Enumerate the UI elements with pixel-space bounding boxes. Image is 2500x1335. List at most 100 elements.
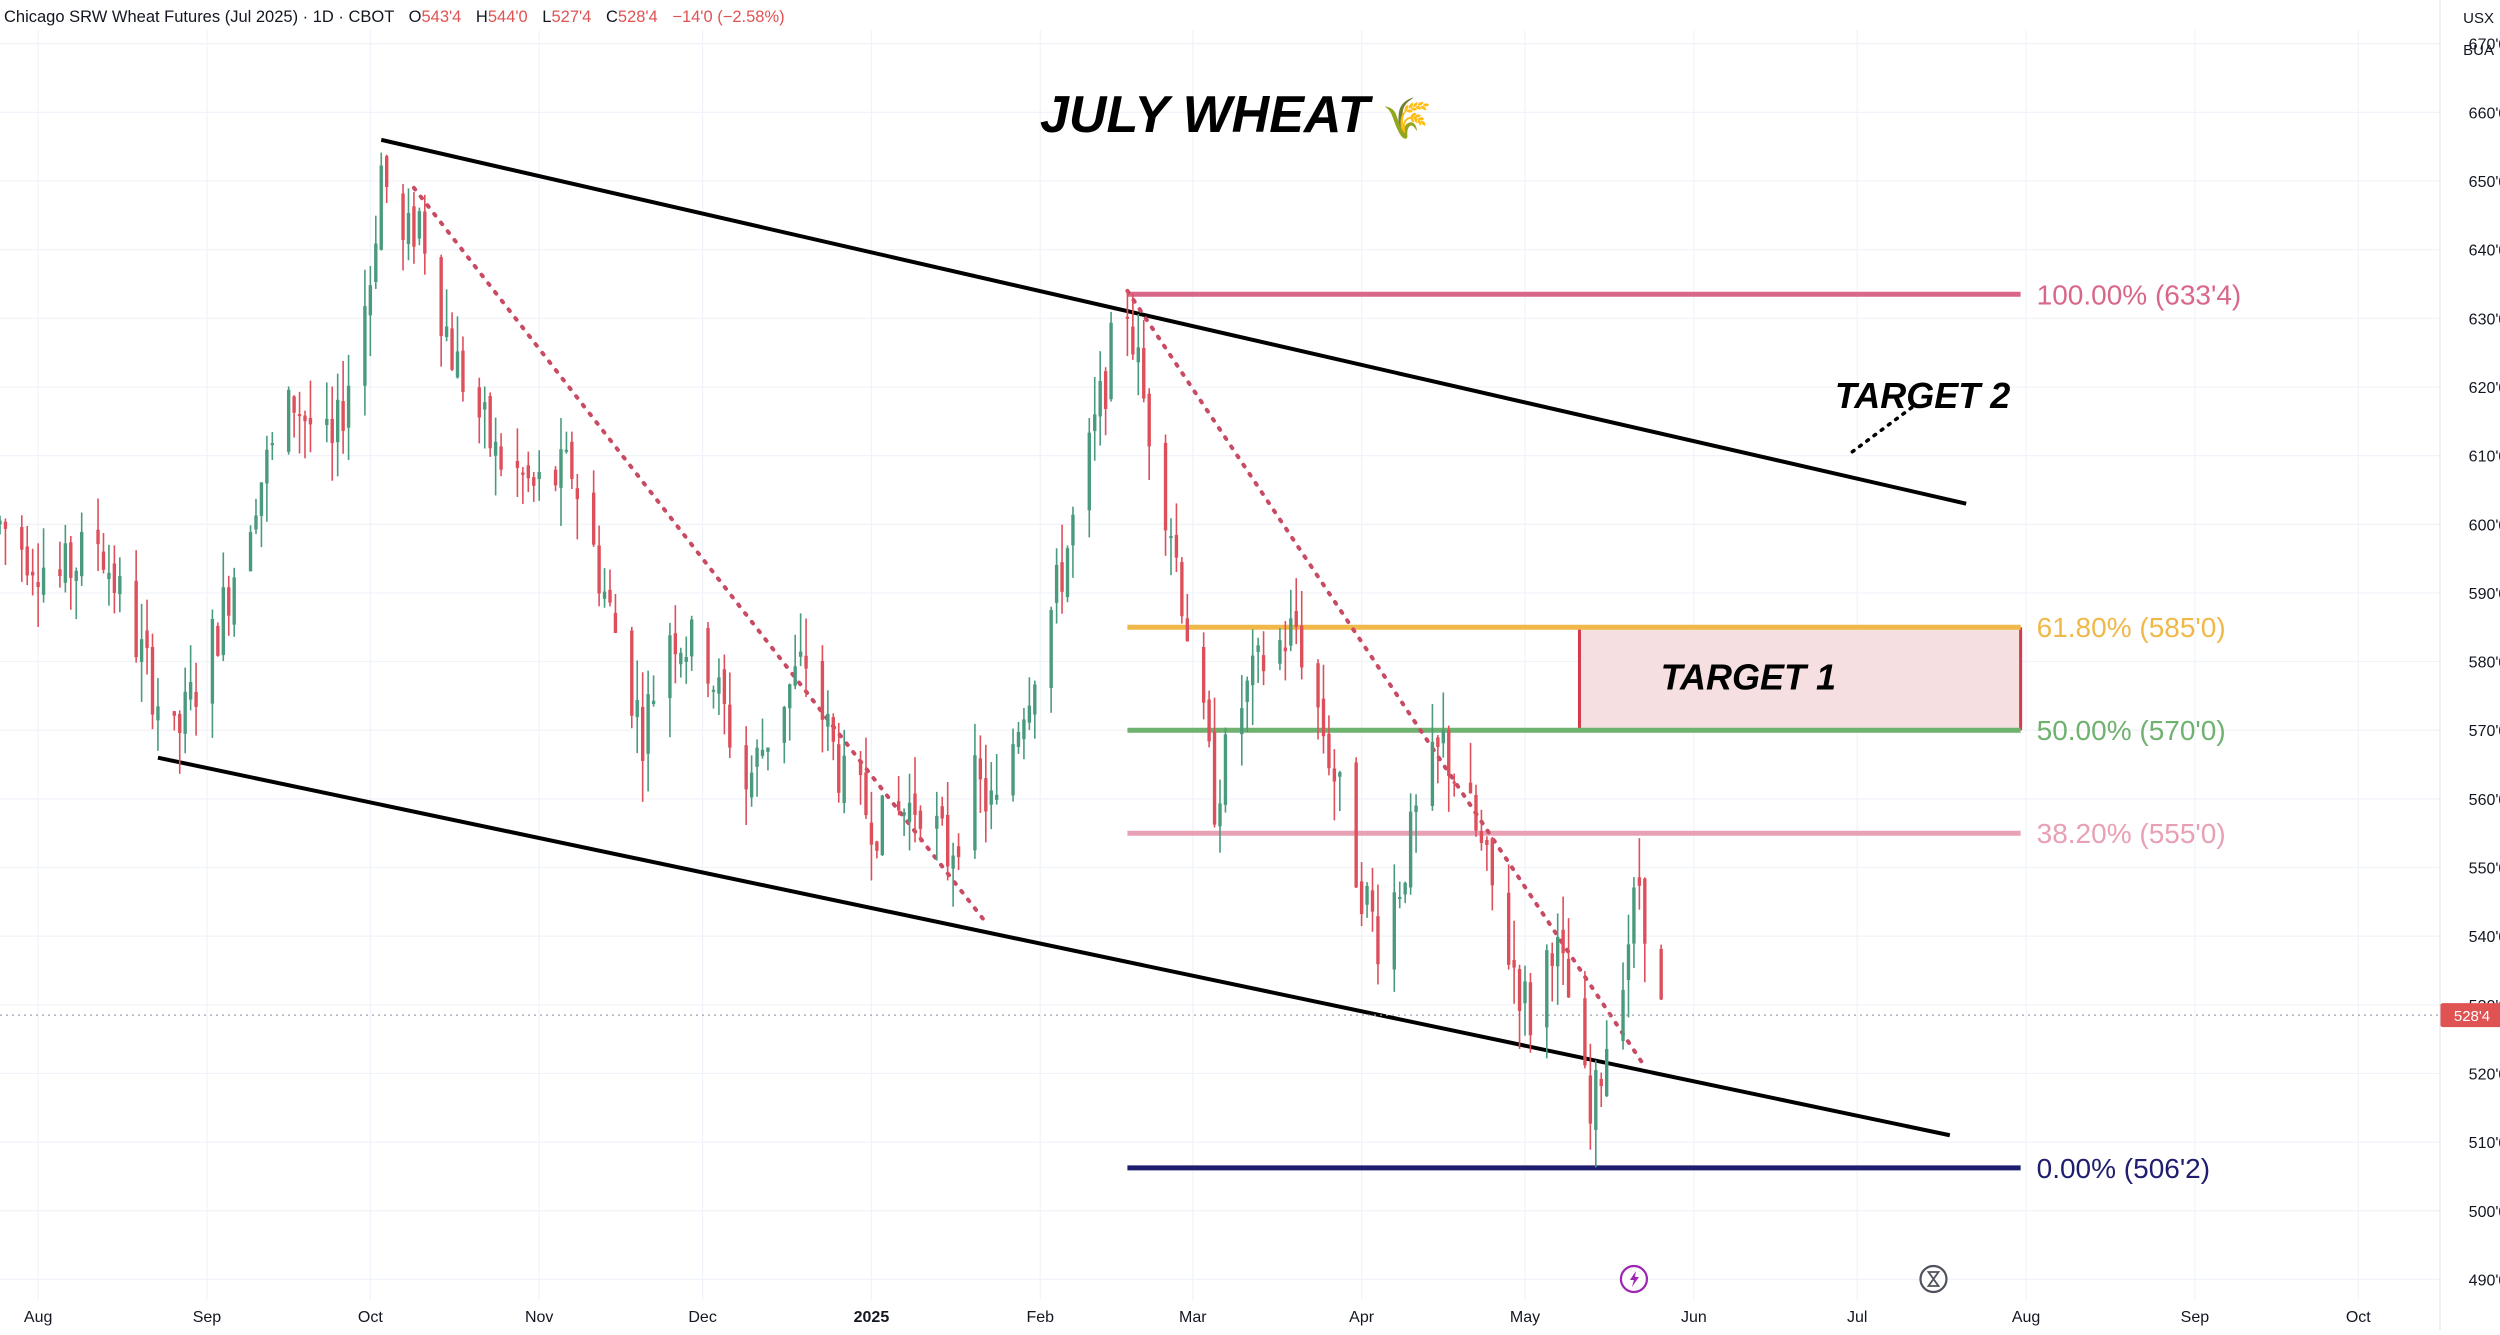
candle-body [553, 469, 558, 486]
y-tick-label: 630'0 [2469, 311, 2500, 328]
candle-body [1332, 768, 1337, 782]
candle-body [406, 213, 411, 244]
candle-body [913, 793, 917, 815]
annotation-label: TARGET 1 [1661, 656, 1836, 697]
y-tick-label: 610'0 [2469, 449, 2500, 466]
candle-body [0, 520, 2, 525]
candle-body [1370, 890, 1375, 912]
candle-body [837, 744, 841, 793]
candle-body [96, 529, 100, 545]
candle-body [1103, 371, 1108, 409]
candle-body [112, 563, 117, 593]
candle-body [58, 569, 62, 577]
symbol-title[interactable]: Chicago SRW Wheat Futures (Jul 2025) · 1… [4, 8, 395, 26]
candle-body [1169, 535, 1173, 539]
target2-pointer [1850, 405, 1914, 454]
channel-upper-line [380, 137, 1967, 506]
candle-body [864, 772, 868, 816]
y-tick-label: 580'0 [2469, 655, 2500, 672]
fib-level-label: 38.20% (555'0) [2037, 818, 2226, 849]
candle-body [1071, 514, 1075, 546]
candle-body [1479, 831, 1484, 843]
candle-body [1626, 944, 1631, 981]
y-tick-label: 590'0 [2469, 586, 2500, 603]
candle-body [1185, 618, 1190, 642]
candle-body [172, 711, 176, 716]
scale-mode-label[interactable]: BUA [2463, 42, 2494, 59]
candle-body [330, 418, 334, 444]
channel-lower-line [157, 755, 1951, 1138]
candle-body [711, 689, 716, 692]
candle-body [782, 707, 786, 743]
candle-body [793, 666, 797, 686]
candle-body [1250, 655, 1255, 686]
candle-body [945, 814, 950, 867]
candle-body [515, 460, 520, 468]
candle-body [896, 801, 901, 811]
candle-body [1403, 882, 1407, 895]
candle-body [1376, 916, 1380, 965]
candle-body [1033, 684, 1037, 715]
candle-body [1468, 782, 1473, 794]
candle-body [679, 652, 683, 665]
currency-label[interactable]: USX [2463, 10, 2494, 27]
candle-body [210, 618, 215, 704]
candle-body [978, 758, 983, 780]
candle-body [1054, 564, 1059, 603]
candle-body [766, 747, 770, 752]
candle-body [902, 812, 906, 816]
candle-body [690, 619, 694, 657]
candle-body [286, 389, 291, 452]
candle-body [1131, 326, 1135, 355]
candle-body [1436, 737, 1440, 747]
y-tick-label: 660'0 [2469, 105, 2500, 122]
candle-body [363, 306, 367, 386]
candle-body [630, 630, 634, 716]
candle-body [602, 591, 607, 599]
x-tick-label: Mar [1179, 1309, 1207, 1326]
candle-body [1506, 892, 1511, 965]
candle-body [875, 841, 879, 851]
candle-body [1637, 877, 1642, 886]
candle-body [1632, 887, 1636, 944]
candle-body [335, 399, 340, 443]
candle-body [570, 441, 574, 479]
candle-body [1125, 316, 1130, 319]
candle-body [722, 669, 727, 704]
candle-body [499, 446, 503, 470]
candle-body [25, 546, 29, 576]
candle-body [1093, 414, 1097, 432]
candle-body [385, 156, 389, 187]
candle-body [564, 449, 569, 452]
candle-body [1321, 698, 1326, 737]
candle-body [412, 206, 416, 247]
close-value: 528'4 [617, 8, 658, 26]
candle-body [646, 694, 650, 754]
candle-body [1136, 347, 1140, 363]
hourglass-event-icon[interactable] [1919, 1264, 1948, 1294]
candle-body [1512, 959, 1516, 968]
candle-body [1289, 618, 1293, 646]
x-tick-label: Sep [2181, 1309, 2210, 1326]
low-value: 527'4 [551, 8, 592, 26]
candle-body [640, 706, 645, 761]
lightning-event-icon[interactable] [1619, 1264, 1649, 1294]
candle-body [537, 471, 541, 480]
last-price-badge-label: 528'4 [2454, 1008, 2490, 1025]
y-tick-label: 540'0 [2469, 929, 2500, 946]
x-tick-label: Jun [1681, 1309, 1707, 1326]
candle-body [1142, 347, 1146, 399]
candle-body [1408, 811, 1413, 888]
candle-body [1218, 803, 1222, 827]
candle-body [1528, 982, 1533, 1036]
candle-body [1065, 548, 1070, 598]
candle-body [760, 749, 765, 756]
wheat-emoji: 🌾 [1382, 97, 1432, 141]
candle-body [156, 706, 160, 721]
candle-body [308, 417, 313, 425]
candle-body [477, 387, 481, 418]
candle-body [820, 661, 825, 720]
candle-body [1316, 663, 1320, 708]
